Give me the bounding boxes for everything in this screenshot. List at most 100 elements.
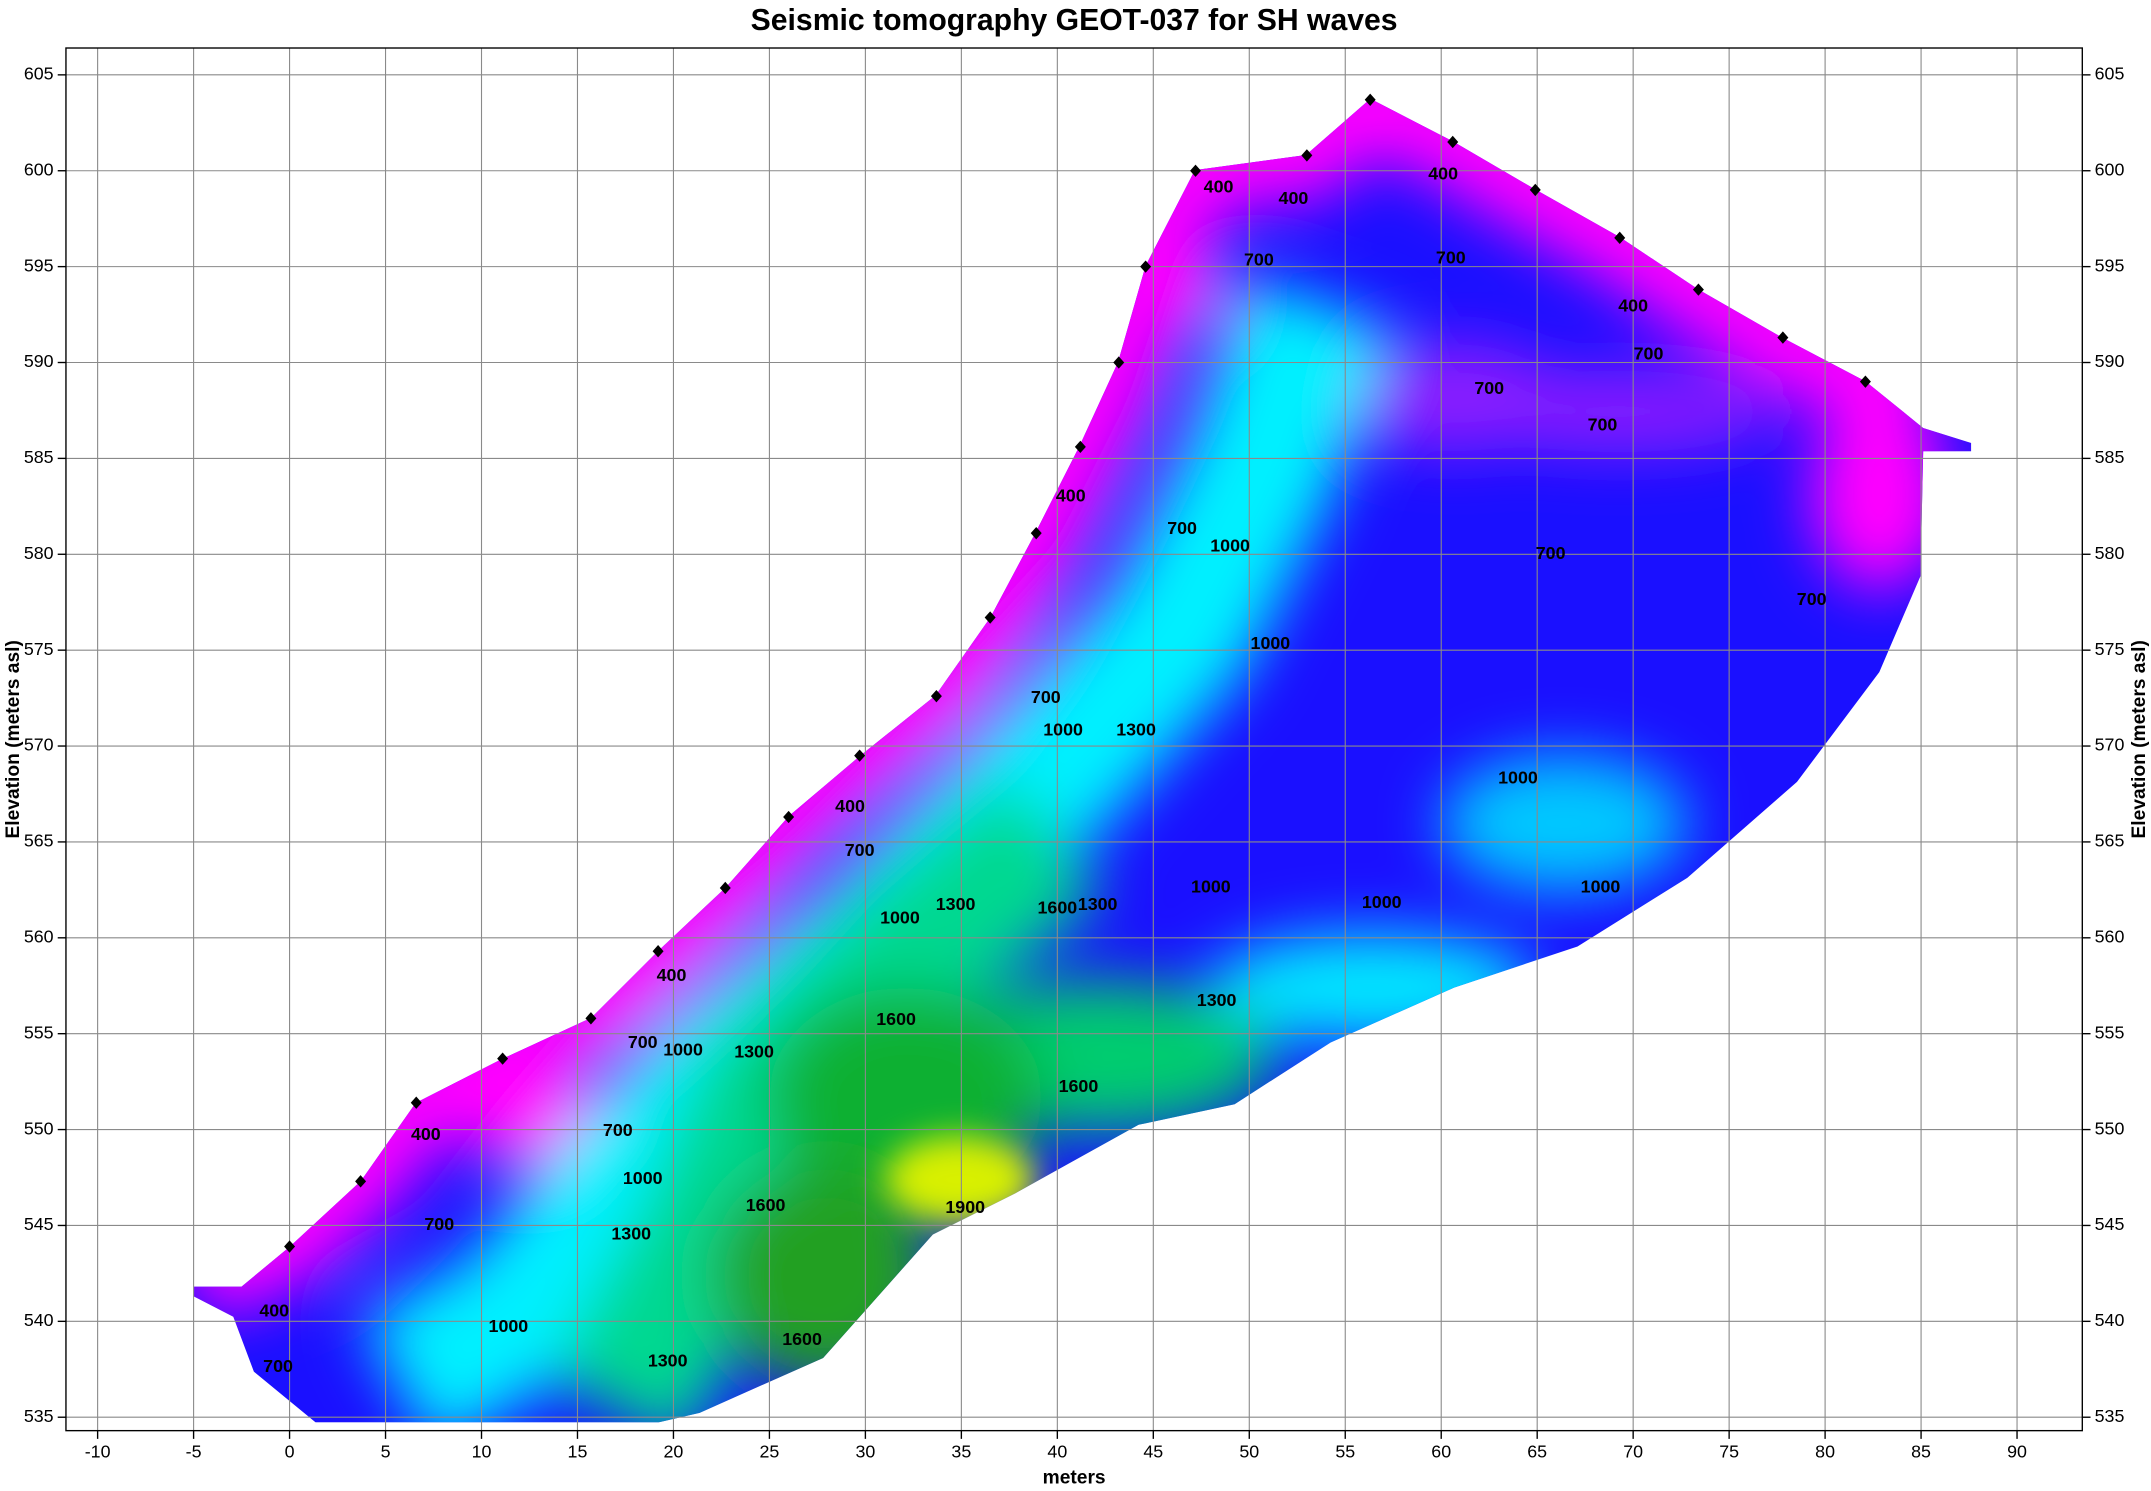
field-band (884, 1135, 1036, 1224)
y-tick-label: 560 (24, 927, 54, 947)
geophone (930, 690, 942, 703)
contour-label: 400 (657, 965, 687, 985)
y-tick-label-right: 540 (2095, 1310, 2125, 1330)
geophone (1140, 260, 1152, 273)
y-tick-label-right: 570 (2095, 735, 2125, 755)
contour-label: 1000 (623, 1168, 663, 1188)
contour-label: 1000 (1043, 719, 1083, 739)
contour-label: 700 (628, 1032, 658, 1052)
contour-label: 700 (1167, 518, 1197, 538)
contour-label: 400 (1204, 177, 1234, 197)
contour-label: 700 (263, 1356, 293, 1376)
x-tick-label: 90 (2007, 1441, 2027, 1461)
y-tick-label: 555 (24, 1022, 54, 1042)
x-tick-label: 85 (1911, 1441, 1931, 1461)
contour-label: 1000 (1498, 767, 1538, 787)
x-tick-label: 15 (568, 1441, 588, 1461)
field-band (1454, 370, 1784, 453)
contour-label: 1000 (489, 1316, 529, 1336)
y-tick-label-right: 600 (2095, 159, 2125, 179)
y-tick-label: 575 (24, 639, 54, 659)
y-tick-label: 600 (24, 159, 54, 179)
geophone (1113, 356, 1125, 369)
geophone (1030, 527, 1042, 540)
geophone (1777, 331, 1789, 344)
contour-label: 1600 (876, 1009, 916, 1029)
x-tick-label: 10 (472, 1441, 492, 1461)
contour-label: 400 (259, 1300, 289, 1320)
geophone (1529, 183, 1541, 197)
x-tick-label: 0 (285, 1441, 295, 1461)
y-tick-label-right: 565 (2095, 831, 2125, 851)
y-tick-label-right: 590 (2095, 351, 2125, 371)
x-tick-label: 55 (1335, 1441, 1355, 1461)
contour-label: 700 (424, 1214, 454, 1234)
x-tick-label: 25 (759, 1441, 779, 1461)
x-tick-label: 80 (1815, 1441, 1835, 1461)
y-tick-label: 590 (24, 351, 54, 371)
y-tick-label-right: 585 (2095, 447, 2125, 467)
geophone (410, 1096, 422, 1109)
contour-label: 700 (845, 840, 875, 860)
contour-label: 1300 (1116, 719, 1156, 739)
x-tick-label: -10 (85, 1441, 111, 1461)
contour-label: 1000 (1191, 877, 1231, 897)
geophone (1614, 231, 1626, 245)
x-tick-label: 30 (855, 1441, 875, 1461)
y-tick-label-right: 555 (2095, 1022, 2125, 1042)
x-tick-label: 20 (664, 1441, 684, 1461)
y-tick-label-right: 560 (2095, 927, 2125, 947)
y-tick-label: 540 (24, 1310, 54, 1330)
geophone (497, 1052, 509, 1065)
axes: -10 -5 0 5 10 15 20 25 30 35 40 45 50 55 60 65 70 75 80 85 9… (24, 48, 2125, 1461)
contour-label: 700 (1436, 248, 1466, 268)
contour-label: 1300 (611, 1224, 651, 1244)
contour-label: 1600 (1059, 1076, 1099, 1096)
y-axis-label: Elevation (meters asl) (3, 640, 24, 838)
x-tick-label: -5 (186, 1441, 202, 1461)
geophone (1447, 135, 1459, 149)
x-tick-label: 50 (1239, 1441, 1259, 1461)
geophone (585, 1012, 597, 1025)
y-tick-label-right: 575 (2095, 639, 2125, 659)
y-tick-label: 565 (24, 831, 54, 851)
y-tick-label: 595 (24, 255, 54, 275)
x-tick-label: 35 (951, 1441, 971, 1461)
contour-label: 1300 (648, 1350, 688, 1370)
contour-label: 700 (1588, 414, 1618, 434)
geophone (719, 881, 731, 895)
y-tick-label-right: 550 (2095, 1118, 2125, 1138)
contour-label: 700 (1474, 378, 1504, 398)
contour-label: 1000 (880, 907, 920, 927)
x-tick-label: 70 (1623, 1441, 1643, 1461)
contour-label: 400 (1279, 188, 1309, 208)
contour-label: 1600 (1037, 898, 1077, 918)
x-axis-label: meters (1043, 1468, 1106, 1489)
contour-label: 1300 (734, 1042, 774, 1062)
contour-label: 400 (835, 796, 865, 816)
x-tick-label: 75 (1719, 1441, 1739, 1461)
chart-title: Seismic tomography GEOT-037 for SH waves (751, 4, 1398, 37)
contour-label: 700 (603, 1120, 633, 1140)
contour-label: 1600 (746, 1195, 786, 1215)
y-tick-label: 550 (24, 1118, 54, 1138)
y-axis-label-right: Elevation (meters asl) (2129, 640, 2150, 838)
x-tick-label: 45 (1143, 1441, 1163, 1461)
contour-label: 400 (1618, 296, 1648, 316)
x-tick-label: 40 (1047, 1441, 1067, 1461)
y-tick-label-right: 535 (2095, 1406, 2125, 1426)
x-tick-label: 60 (1431, 1441, 1451, 1461)
geophone (783, 810, 795, 824)
contour-label: 700 (1797, 589, 1827, 609)
contour-label: 700 (1244, 250, 1274, 270)
contour-label: 1000 (1251, 633, 1291, 653)
x-tick-label: 65 (1527, 1441, 1547, 1461)
y-tick-label-right: 580 (2095, 543, 2125, 563)
y-tick-label: 605 (24, 64, 54, 84)
contour-label: 1300 (1197, 990, 1237, 1010)
contour-label: 1300 (936, 894, 976, 914)
y-tick-label: 570 (24, 735, 54, 755)
x-tick-label: 5 (381, 1441, 391, 1461)
contour-label: 400 (1428, 163, 1458, 183)
